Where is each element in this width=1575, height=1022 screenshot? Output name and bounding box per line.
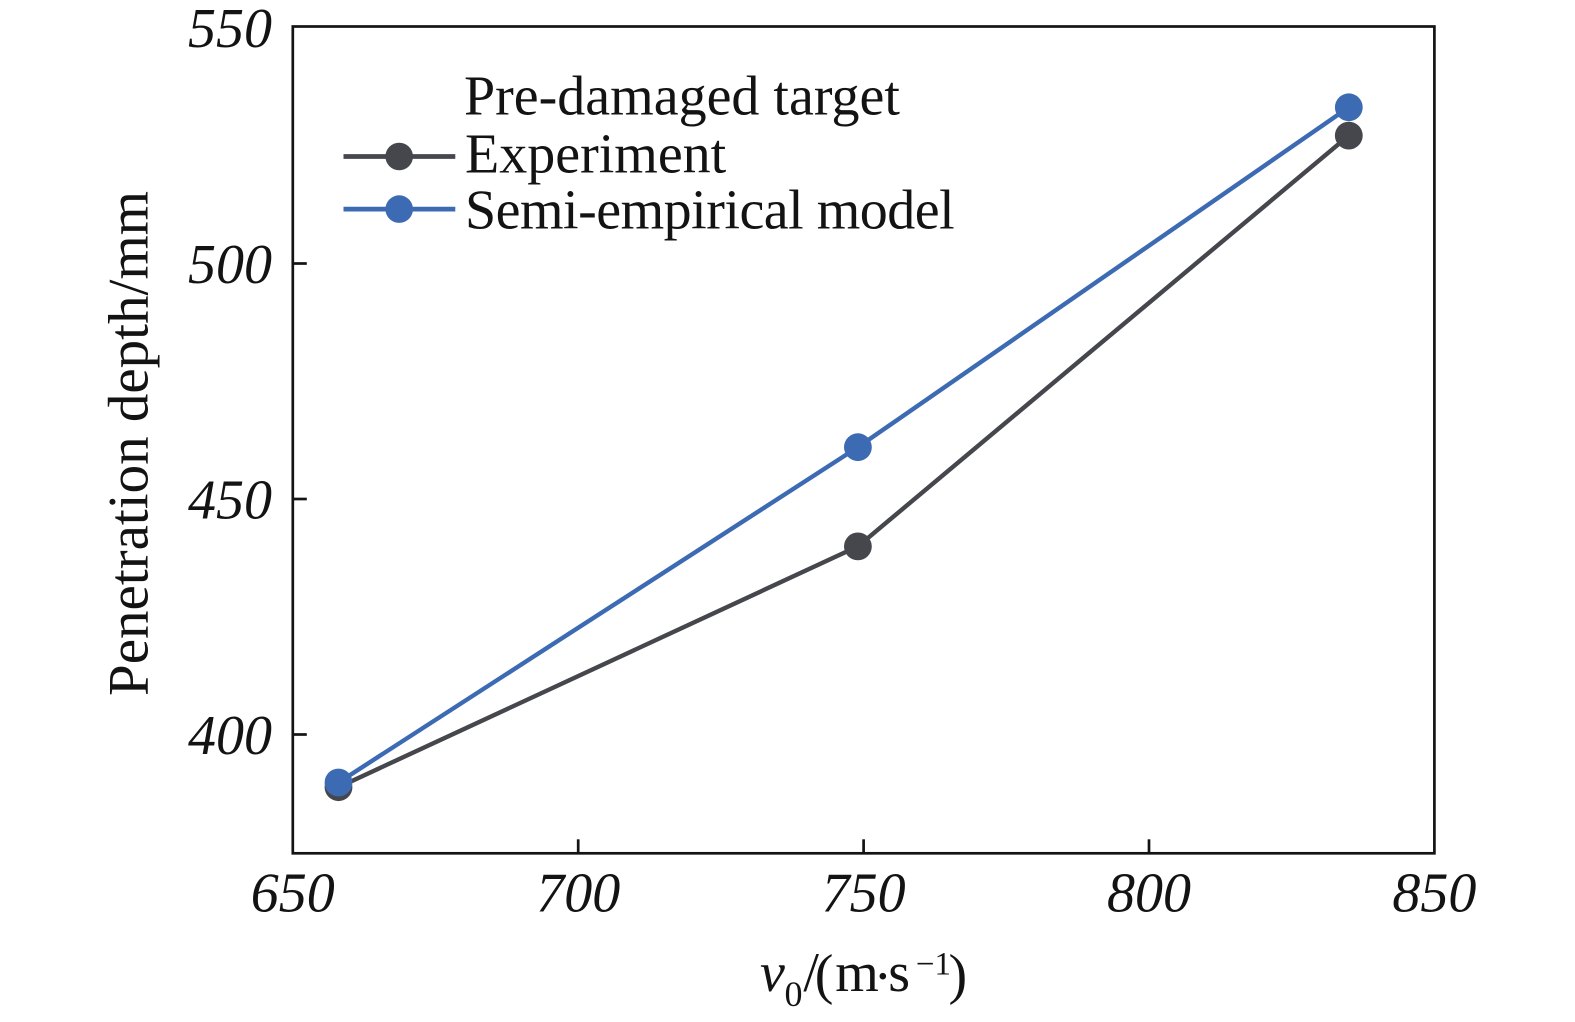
svg-text:/: / bbox=[803, 942, 819, 1004]
svg-text:700: 700 bbox=[536, 863, 620, 925]
svg-text:550: 550 bbox=[188, 0, 272, 60]
svg-text:v: v bbox=[760, 942, 785, 1004]
svg-text:0: 0 bbox=[785, 974, 803, 1014]
svg-text:−1: −1 bbox=[916, 947, 951, 983]
svg-text:Penetration depth/mm: Penetration depth/mm bbox=[98, 191, 161, 696]
svg-text:): ) bbox=[949, 944, 968, 1006]
svg-text:(: ( bbox=[815, 944, 834, 1006]
svg-text:Pre-damaged target: Pre-damaged target bbox=[464, 65, 900, 127]
svg-text:450: 450 bbox=[188, 469, 272, 531]
svg-text:Experiment: Experiment bbox=[465, 124, 727, 186]
svg-text:m: m bbox=[835, 942, 879, 1004]
svg-text:s: s bbox=[888, 942, 910, 1004]
svg-text:400: 400 bbox=[188, 705, 272, 767]
svg-text:850: 850 bbox=[1392, 863, 1476, 925]
svg-text:Semi-empirical model: Semi-empirical model bbox=[465, 180, 954, 242]
svg-text:750: 750 bbox=[822, 863, 906, 925]
svg-text:800: 800 bbox=[1107, 863, 1191, 925]
svg-text:·: · bbox=[874, 946, 893, 1008]
svg-text:500: 500 bbox=[188, 234, 272, 296]
svg-text:650: 650 bbox=[251, 863, 335, 925]
